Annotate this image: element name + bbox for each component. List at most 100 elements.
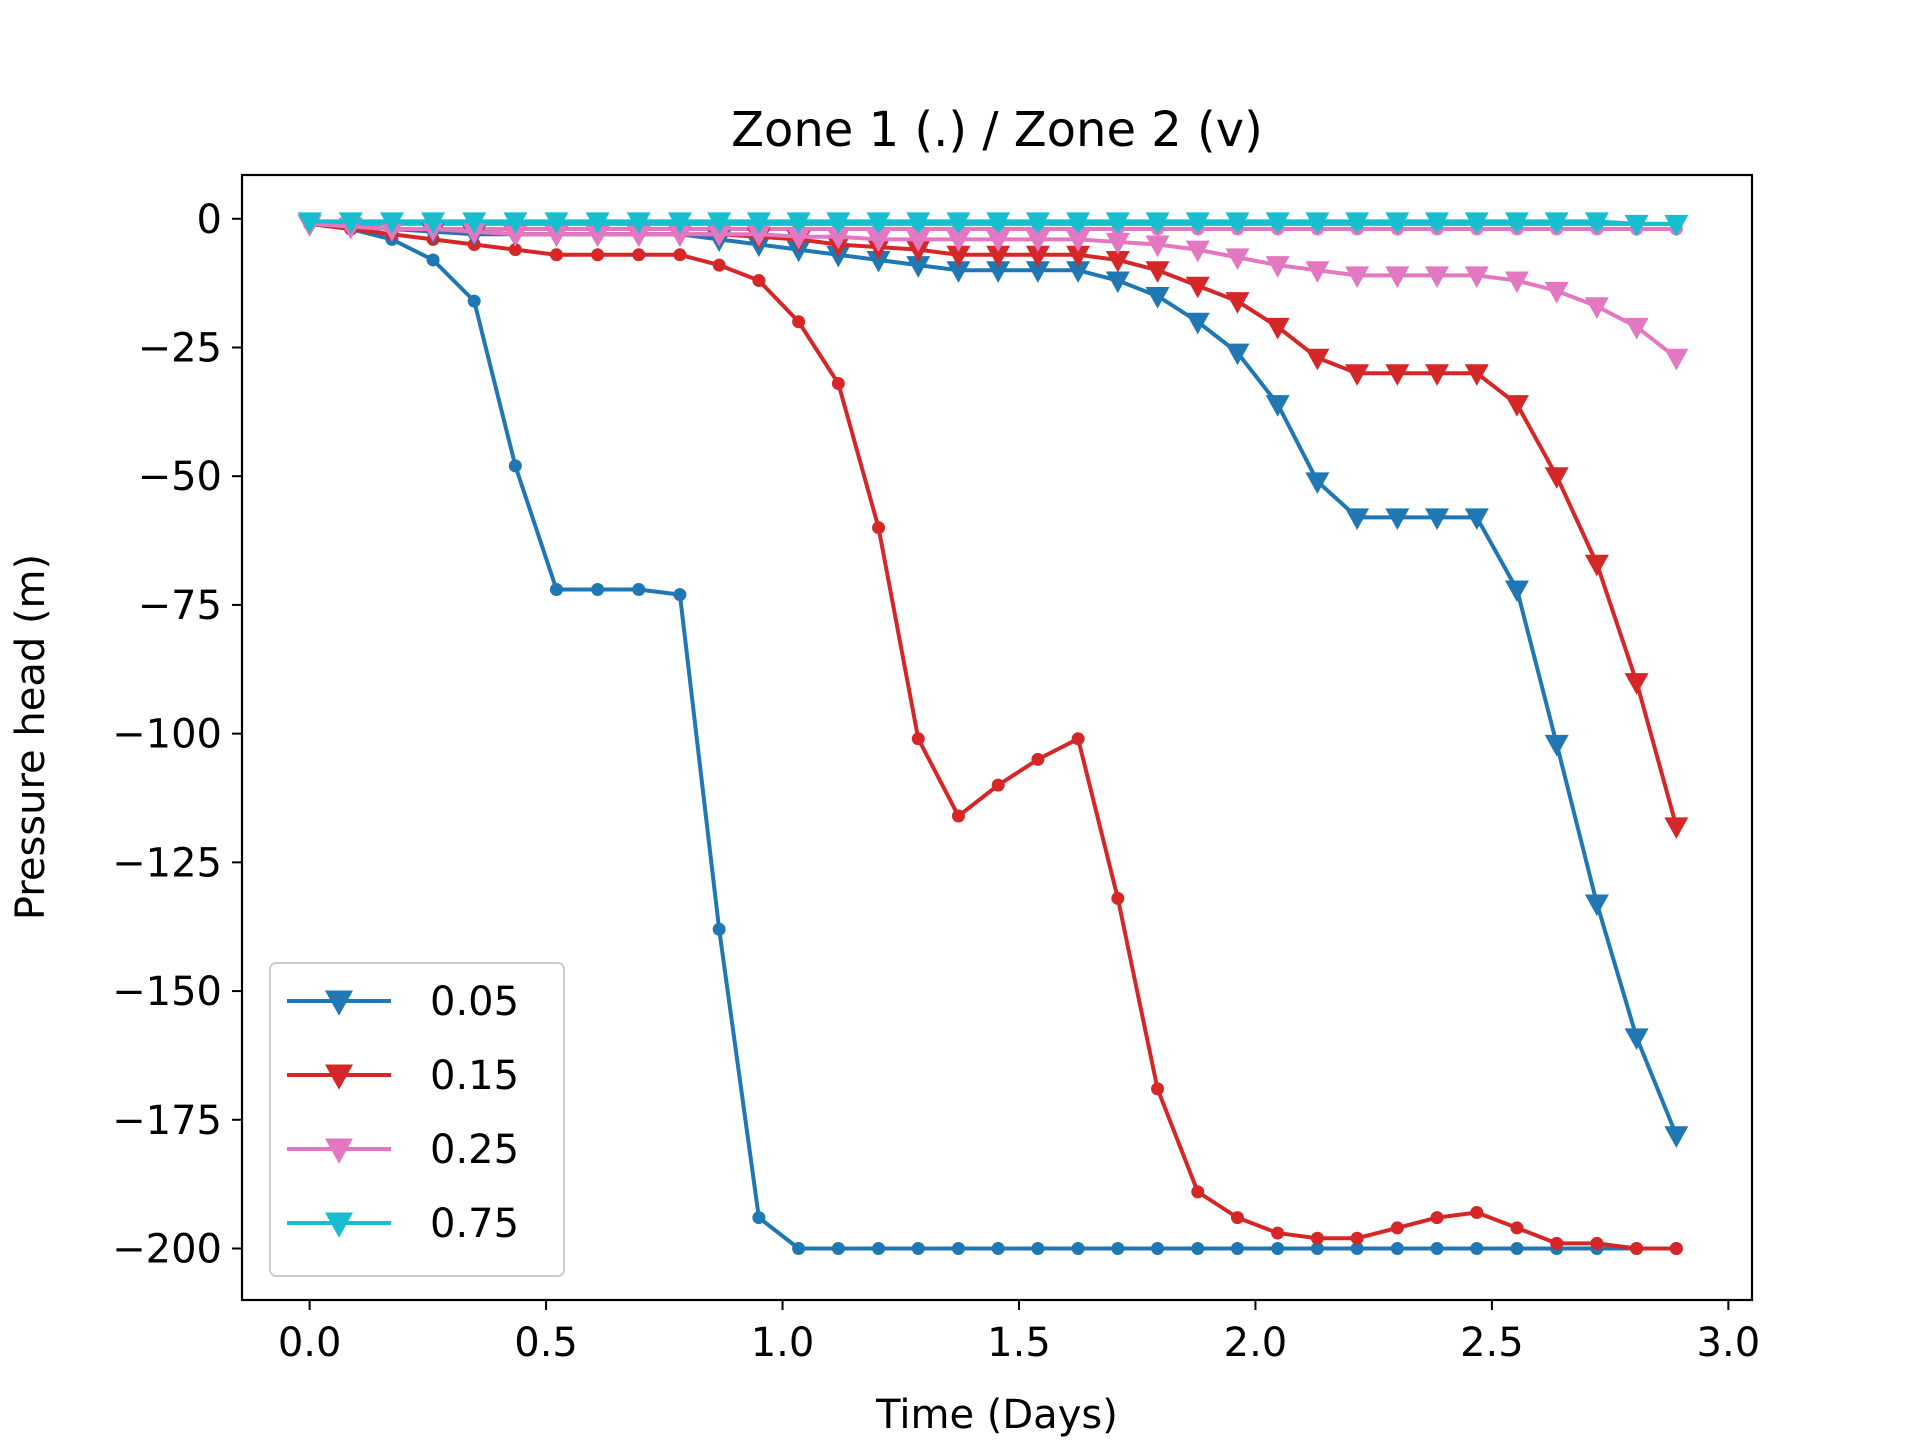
triangle-marker — [746, 225, 771, 247]
triangle-marker — [1265, 317, 1290, 340]
dot-marker — [1111, 1242, 1125, 1256]
chart-title: Zone 1 (.) / Zone 2 (v) — [731, 102, 1263, 158]
triangle-marker — [1105, 250, 1130, 273]
triangle-marker — [1584, 297, 1609, 319]
x-axis: 0.0 0.5 1.0 1.5 2.0 2.5 3.0 — [278, 1300, 1760, 1366]
dot-marker — [1550, 1236, 1564, 1250]
dot-marker — [673, 248, 687, 262]
triangle-marker — [1385, 212, 1410, 234]
triangle-marker — [1464, 364, 1489, 386]
triangle-marker — [297, 212, 322, 234]
dot-marker — [591, 582, 605, 596]
dot-marker — [792, 315, 806, 329]
dot-marker — [872, 521, 886, 535]
legend-label: 0.15 — [430, 1053, 519, 1099]
triangle-marker — [826, 212, 851, 234]
legend-label: 0.25 — [430, 1127, 519, 1173]
triangle-marker — [338, 212, 363, 234]
x-tick-label: 2.0 — [1224, 1320, 1288, 1366]
dot-marker — [1031, 1242, 1045, 1256]
triangle-marker — [1025, 230, 1050, 252]
triangle-marker — [906, 256, 931, 278]
triangle-marker — [986, 261, 1011, 283]
triangle-marker — [866, 230, 891, 252]
triangle-marker — [986, 212, 1011, 234]
triangle-marker — [1425, 266, 1450, 289]
dot-marker — [1191, 1242, 1205, 1256]
triangle-marker — [1544, 467, 1569, 489]
dot-marker — [591, 248, 605, 262]
legend-label: 0.05 — [430, 979, 519, 1025]
plot-area — [240, 173, 1754, 1302]
legend-item: 0.05 — [287, 979, 519, 1025]
y-tick-label: −100 — [112, 712, 222, 758]
triangle-marker — [1066, 245, 1091, 268]
triangle-marker — [1185, 276, 1210, 299]
triangle-marker — [544, 212, 569, 234]
triangle-marker — [1265, 212, 1290, 234]
triangle-marker — [379, 212, 404, 234]
dot-marker — [712, 922, 726, 936]
triangle-marker — [1145, 261, 1170, 283]
dot-marker — [1071, 732, 1085, 746]
y-axis: 0 −25 −50 −75 −100 −125 −150 −175 −200 — [112, 197, 242, 1273]
triangle-marker — [1504, 580, 1529, 603]
triangle-marker — [906, 230, 931, 252]
dot-marker — [951, 1242, 965, 1256]
dot-marker — [1071, 1242, 1085, 1256]
dot-marker — [1310, 1231, 1324, 1245]
x-tick-label: 3.0 — [1697, 1320, 1761, 1366]
dot-marker — [1031, 752, 1045, 766]
triangle-marker — [1624, 317, 1649, 340]
triangle-marker — [1105, 271, 1130, 294]
dot-marker — [752, 1211, 766, 1225]
dot-marker — [1430, 1242, 1444, 1256]
triangle-marker — [1544, 281, 1569, 304]
triangle-marker — [626, 212, 651, 234]
triangle-marker — [503, 225, 528, 247]
dot-marker — [426, 253, 440, 267]
triangle-marker — [1305, 348, 1330, 371]
triangle-marker — [544, 225, 569, 247]
series-0.75-zone-2 — [297, 212, 1689, 237]
triangle-marker — [1624, 214, 1649, 237]
triangle-marker — [1464, 212, 1489, 234]
triangle-marker — [1504, 212, 1529, 234]
triangle-marker — [1544, 212, 1569, 234]
triangle-marker — [1225, 292, 1250, 314]
dot-marker — [951, 809, 965, 823]
y-tick-label: −200 — [112, 1227, 222, 1273]
triangle-marker — [906, 212, 931, 234]
axes-frame — [240, 173, 1754, 1302]
triangle-marker — [866, 250, 891, 273]
triangle-marker — [1584, 554, 1609, 577]
x-tick-label: 0.5 — [514, 1320, 578, 1366]
triangle-marker — [1145, 235, 1170, 258]
triangle-marker — [1185, 312, 1210, 335]
x-tick-label: 1.0 — [751, 1320, 815, 1366]
triangle-marker — [1185, 212, 1210, 234]
triangle-marker — [746, 212, 771, 234]
y-tick-label: −25 — [138, 325, 222, 371]
dot-marker — [508, 243, 522, 257]
triangle-marker — [946, 245, 971, 268]
triangle-marker — [866, 212, 891, 234]
dot-marker — [1350, 1231, 1364, 1245]
triangle-marker — [626, 225, 651, 247]
triangle-marker — [1066, 261, 1091, 283]
dot-marker — [911, 1242, 925, 1256]
triangle-marker — [946, 212, 971, 234]
dot-marker — [632, 582, 646, 596]
dot-marker — [632, 248, 646, 262]
y-tick-label: −175 — [112, 1098, 222, 1144]
dot-marker — [1430, 1211, 1444, 1225]
triangle-marker — [1305, 472, 1330, 494]
triangle-marker — [1425, 212, 1450, 234]
y-axis-title: Pressure head (m) — [8, 554, 54, 920]
triangle-marker — [1145, 212, 1170, 234]
series-0.25-zone-2 — [297, 214, 1689, 371]
dot-marker — [1230, 1242, 1244, 1256]
triangle-marker — [1305, 212, 1330, 234]
dot-marker — [1151, 1082, 1165, 1096]
